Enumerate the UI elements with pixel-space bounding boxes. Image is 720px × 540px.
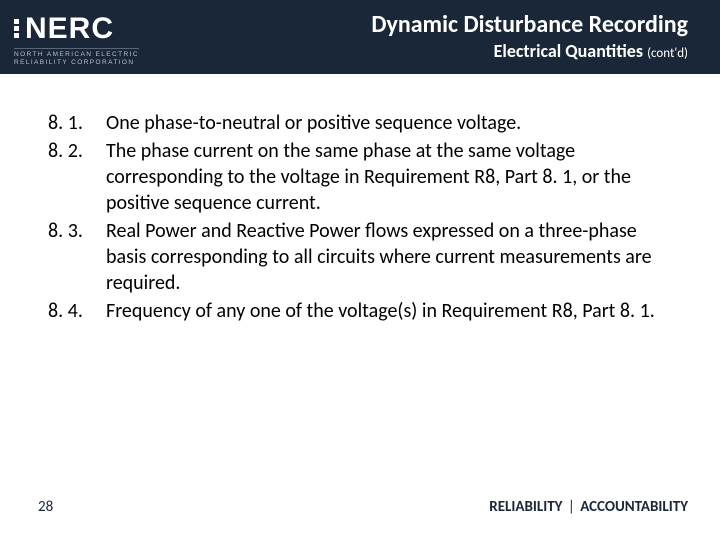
- tagline-right: ACCOUNTABILITY: [580, 498, 688, 516]
- tagline-left: RELIABILITY: [489, 498, 562, 516]
- list-item-number: 8. 1.: [48, 110, 106, 136]
- list-item: 8. 1. One phase-to-neutral or positive s…: [48, 110, 680, 136]
- logo-text: NERC: [25, 12, 114, 46]
- logo-subtext: NORTH AMERICAN ELECTRIC RELIABILITY CORP…: [14, 48, 139, 67]
- title-block: Dynamic Disturbance Recording Electrical…: [139, 12, 720, 62]
- footer-tagline: RELIABILITY | ACCOUNTABILITY: [489, 498, 688, 516]
- logo-bars-icon: [14, 19, 19, 38]
- logo-main: NERC: [14, 12, 139, 46]
- footer: 28 RELIABILITY | ACCOUNTABILITY: [0, 498, 720, 516]
- page-number: 28: [38, 498, 53, 516]
- content-area: 8. 1. One phase-to-neutral or positive s…: [0, 74, 720, 324]
- list-item-number: 8. 2.: [48, 138, 106, 216]
- tagline-separator: |: [568, 498, 575, 516]
- list-item-text: Frequency of any one of the voltage(s) i…: [106, 298, 680, 324]
- logo-sub-line2: RELIABILITY CORPORATION: [14, 59, 134, 66]
- subtitle-text: Electrical Quantities: [494, 40, 643, 62]
- slide: NERC NORTH AMERICAN ELECTRIC RELIABILITY…: [0, 0, 720, 540]
- list-item-number: 8. 3.: [48, 218, 106, 296]
- list-item: 8. 3. Real Power and Reactive Power flow…: [48, 218, 680, 296]
- logo: NERC NORTH AMERICAN ELECTRIC RELIABILITY…: [14, 12, 139, 67]
- list-item: 8. 2. The phase current on the same phas…: [48, 138, 680, 216]
- list-item-text: One phase-to-neutral or positive sequenc…: [106, 110, 680, 136]
- numbered-list: 8. 1. One phase-to-neutral or positive s…: [48, 110, 680, 324]
- header-bar: NERC NORTH AMERICAN ELECTRIC RELIABILITY…: [0, 0, 720, 74]
- list-item-text: The phase current on the same phase at t…: [106, 138, 680, 216]
- page-title: Dynamic Disturbance Recording: [139, 12, 688, 38]
- subtitle-suffix: (cont'd): [647, 46, 688, 61]
- list-item-number: 8. 4.: [48, 298, 106, 324]
- list-item-text: Real Power and Reactive Power flows expr…: [106, 218, 680, 296]
- logo-sub-line1: NORTH AMERICAN ELECTRIC: [14, 51, 139, 58]
- page-subtitle: Electrical Quantities (cont'd): [139, 40, 688, 62]
- list-item: 8. 4. Frequency of any one of the voltag…: [48, 298, 680, 324]
